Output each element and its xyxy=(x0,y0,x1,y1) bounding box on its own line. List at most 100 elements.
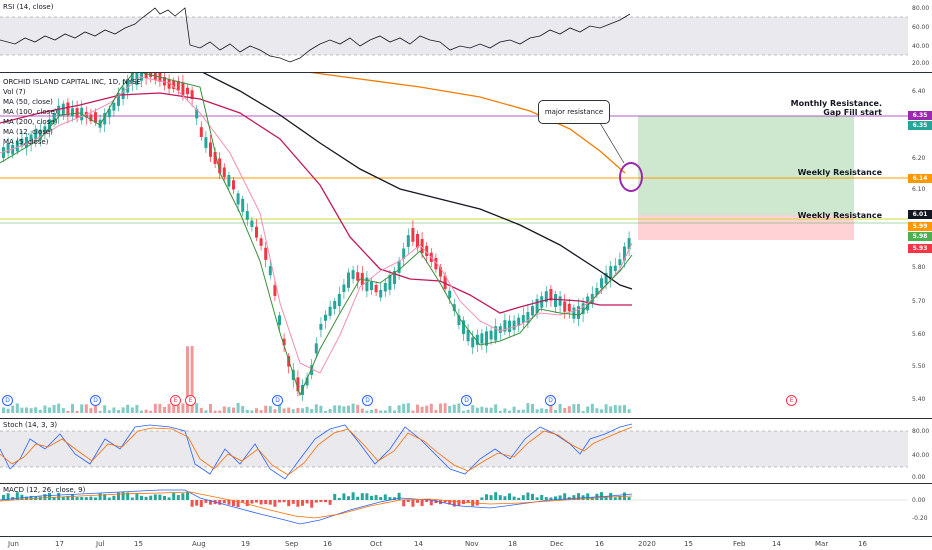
candle-body xyxy=(402,248,406,259)
macd-histogram-bar xyxy=(172,492,176,500)
legend-ma100[interactable]: MA (100, close) xyxy=(3,108,58,116)
candle-body xyxy=(15,140,19,152)
macd-histogram-bar xyxy=(388,497,392,500)
macd-histogram-bar xyxy=(544,497,548,500)
volume-bar xyxy=(397,405,401,413)
macd-histogram-bar xyxy=(250,500,254,504)
candle-body xyxy=(25,137,28,148)
chart-legend[interactable]: ORCHID ISLAND CAPITAL INC, 1D, NYSE Vol … xyxy=(3,77,141,147)
candle-body xyxy=(89,114,93,122)
macd-histogram-bar xyxy=(356,496,360,500)
macd-histogram-bar xyxy=(222,500,226,504)
candle-body xyxy=(163,77,166,86)
time-tick: 16 xyxy=(595,540,604,548)
candle-body xyxy=(209,142,212,157)
macd-histogram-bar xyxy=(508,493,511,500)
major-resistance-callout[interactable]: major resistance xyxy=(538,100,610,124)
volume-bar xyxy=(572,404,576,413)
macd-histogram-bar xyxy=(328,500,332,505)
volume-bar xyxy=(600,409,603,413)
macd-histogram-bar xyxy=(259,500,263,505)
macd-histogram-bar xyxy=(314,500,318,503)
macd-histogram-bar xyxy=(374,495,378,500)
macd-histogram-bar xyxy=(360,493,364,500)
candle-body xyxy=(577,306,580,319)
time-tick: Dec xyxy=(550,540,564,548)
macd-histogram-bar xyxy=(126,492,130,500)
candle-body xyxy=(241,198,245,212)
macd-histogram-bar xyxy=(255,500,258,503)
rsi-tick: 40.00 xyxy=(912,43,930,50)
candle-body xyxy=(259,238,263,246)
candle-body xyxy=(130,73,134,85)
macd-histogram-bar xyxy=(448,500,452,505)
legend-ma50[interactable]: MA (50, close) xyxy=(3,98,53,106)
volume-bar xyxy=(98,410,102,413)
candle-body xyxy=(544,291,548,303)
macd-histogram-bar xyxy=(112,495,116,500)
legend-vol[interactable]: Vol (7) xyxy=(3,88,26,96)
dividend-event-icon[interactable]: D xyxy=(545,395,556,406)
pane-separator[interactable] xyxy=(0,72,932,73)
volume-bar xyxy=(43,405,47,413)
dividend-event-icon[interactable]: D xyxy=(461,395,472,406)
macd-histogram-bar xyxy=(549,497,553,500)
macd-histogram-bar xyxy=(153,494,157,500)
volume-bar xyxy=(351,403,355,413)
time-tick: 15 xyxy=(684,540,693,548)
weekly-resistance-label-2[interactable]: Weekly Resistance xyxy=(797,211,882,220)
macd-histogram-bar xyxy=(351,492,355,500)
macd-histogram-bar xyxy=(416,500,419,503)
candle-body xyxy=(397,260,401,273)
stoch-pane[interactable]: Stoch (14, 3, 3) xyxy=(0,419,908,483)
earnings-event-icon[interactable]: E xyxy=(170,395,181,406)
volume-bar xyxy=(319,405,323,413)
weekly-resistance-label-1[interactable]: Weekly Resistance xyxy=(797,168,882,177)
dividend-event-icon[interactable]: D xyxy=(272,395,283,406)
legend-ma200[interactable]: MA (200, close) xyxy=(3,118,58,126)
monthly-resistance-label[interactable]: Monthly Resistance. xyxy=(790,99,882,108)
macd-histogram-bar xyxy=(558,495,562,500)
dividend-event-icon[interactable]: D xyxy=(362,395,373,406)
volume-bar xyxy=(250,410,254,413)
pane-separator[interactable] xyxy=(0,536,932,537)
legend-ma12[interactable]: MA (12, close) xyxy=(3,128,53,136)
macd-histogram-bar xyxy=(600,492,603,500)
candle-body xyxy=(411,228,415,242)
candle-body xyxy=(480,333,484,344)
candle-body xyxy=(218,158,222,174)
volume-bar xyxy=(291,409,295,413)
macd-histogram-bar xyxy=(167,497,171,500)
time-tick: Jun xyxy=(8,540,19,548)
ma12-line xyxy=(0,76,633,374)
dividend-event-icon[interactable]: D xyxy=(90,395,101,406)
candle-body xyxy=(52,113,56,123)
legend-ma5[interactable]: MA (5, close) xyxy=(3,138,49,146)
volume-bar xyxy=(232,407,235,413)
volume-bar xyxy=(29,408,33,413)
price-badge: 5.98 xyxy=(908,232,932,241)
dividend-event-icon[interactable]: D xyxy=(2,395,13,406)
volume-bar xyxy=(471,405,475,413)
gap-fill-label[interactable]: Gap Fill start xyxy=(823,108,882,117)
macd-histogram-bar xyxy=(466,500,470,503)
pane-separator[interactable] xyxy=(0,483,932,484)
earnings-event-icon[interactable]: E xyxy=(786,395,797,406)
candle-body xyxy=(126,80,130,93)
resistance-circle[interactable] xyxy=(619,162,643,192)
earnings-event-icon[interactable]: E xyxy=(185,395,196,406)
volume-bar xyxy=(130,407,134,413)
macd-histogram-bar xyxy=(411,500,415,507)
pane-separator[interactable] xyxy=(0,418,932,419)
price-pane[interactable]: ORCHID ISLAND CAPITAL INC, 1D, NYSE Vol … xyxy=(0,73,908,418)
time-tick: Nov xyxy=(465,540,479,548)
macd-pane[interactable]: MACD (12, 26, close, 9) xyxy=(0,484,908,536)
rsi-pane[interactable]: RSI (14, close) xyxy=(0,0,908,72)
candle-body xyxy=(374,284,378,293)
candle-body xyxy=(448,290,452,299)
candle-body xyxy=(379,289,383,298)
macd-histogram-bar xyxy=(393,497,396,500)
macd-histogram-bar xyxy=(66,495,70,500)
candle-body xyxy=(232,180,235,190)
candle-body xyxy=(190,90,194,100)
